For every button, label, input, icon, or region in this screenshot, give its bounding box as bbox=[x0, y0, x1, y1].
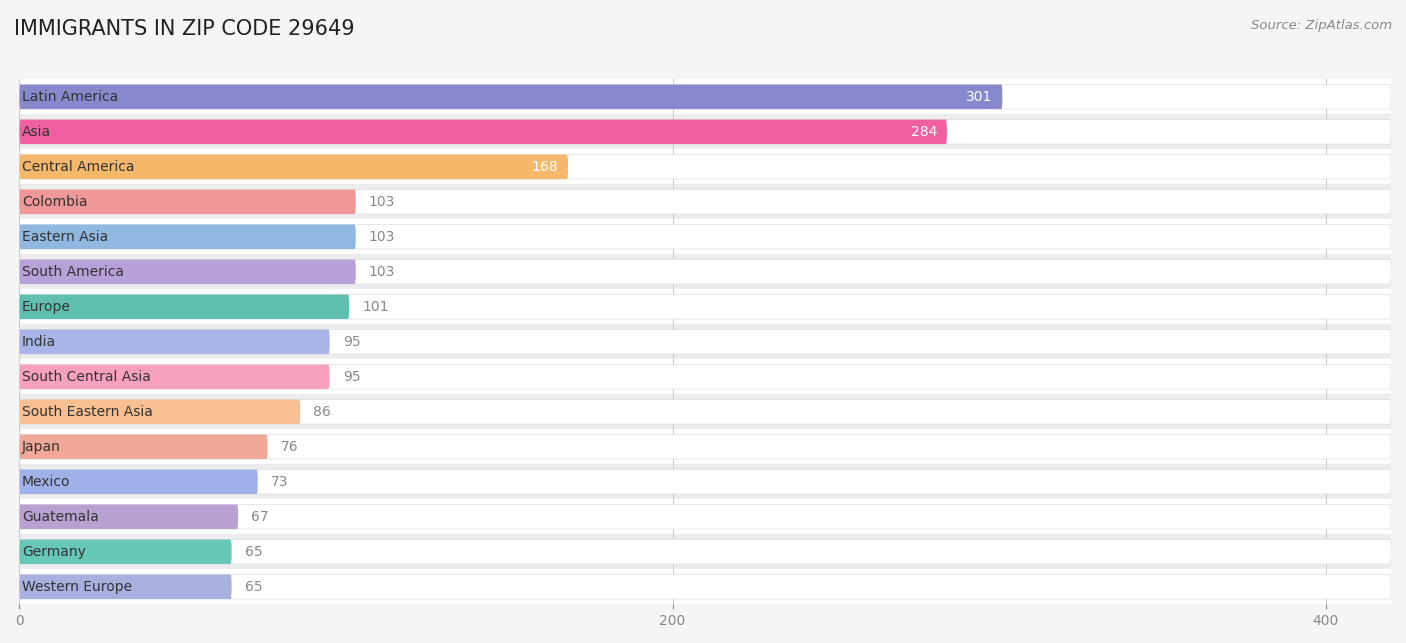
Bar bbox=[20, 79, 1391, 114]
Text: India: India bbox=[22, 335, 56, 349]
FancyBboxPatch shape bbox=[20, 260, 1391, 284]
FancyBboxPatch shape bbox=[20, 224, 1391, 249]
Text: Central America: Central America bbox=[22, 160, 135, 174]
Bar bbox=[20, 114, 1391, 149]
Text: 284: 284 bbox=[911, 125, 936, 139]
FancyBboxPatch shape bbox=[20, 365, 1391, 389]
FancyBboxPatch shape bbox=[20, 539, 232, 564]
Text: Latin America: Latin America bbox=[22, 90, 118, 104]
FancyBboxPatch shape bbox=[20, 224, 356, 249]
Text: IMMIGRANTS IN ZIP CODE 29649: IMMIGRANTS IN ZIP CODE 29649 bbox=[14, 19, 354, 39]
FancyBboxPatch shape bbox=[20, 190, 356, 214]
FancyBboxPatch shape bbox=[20, 399, 1391, 424]
Text: Source: ZipAtlas.com: Source: ZipAtlas.com bbox=[1251, 19, 1392, 32]
Text: 95: 95 bbox=[343, 370, 360, 384]
Bar bbox=[20, 185, 1391, 219]
Text: 67: 67 bbox=[252, 510, 269, 524]
Text: 95: 95 bbox=[343, 335, 360, 349]
Bar bbox=[20, 289, 1391, 324]
FancyBboxPatch shape bbox=[20, 294, 1391, 319]
Bar bbox=[20, 394, 1391, 430]
FancyBboxPatch shape bbox=[20, 190, 1391, 214]
FancyBboxPatch shape bbox=[20, 435, 267, 459]
FancyBboxPatch shape bbox=[20, 469, 1391, 494]
FancyBboxPatch shape bbox=[20, 330, 1391, 354]
Text: Japan: Japan bbox=[22, 440, 60, 454]
Bar bbox=[20, 534, 1391, 569]
Text: Europe: Europe bbox=[22, 300, 70, 314]
Text: Asia: Asia bbox=[22, 125, 51, 139]
Text: South Central Asia: South Central Asia bbox=[22, 370, 150, 384]
Bar bbox=[20, 149, 1391, 185]
Text: South Eastern Asia: South Eastern Asia bbox=[22, 405, 153, 419]
Bar bbox=[20, 359, 1391, 394]
Text: 103: 103 bbox=[368, 230, 395, 244]
Text: Western Europe: Western Europe bbox=[22, 580, 132, 593]
Text: South America: South America bbox=[22, 265, 124, 279]
Bar bbox=[20, 464, 1391, 499]
FancyBboxPatch shape bbox=[20, 505, 238, 529]
Text: 65: 65 bbox=[245, 545, 263, 559]
Text: 86: 86 bbox=[314, 405, 330, 419]
FancyBboxPatch shape bbox=[20, 365, 329, 389]
FancyBboxPatch shape bbox=[20, 435, 1391, 459]
Text: Colombia: Colombia bbox=[22, 195, 87, 209]
Text: Germany: Germany bbox=[22, 545, 86, 559]
FancyBboxPatch shape bbox=[20, 154, 568, 179]
FancyBboxPatch shape bbox=[20, 469, 257, 494]
Bar bbox=[20, 219, 1391, 254]
Text: Mexico: Mexico bbox=[22, 475, 70, 489]
Text: 65: 65 bbox=[245, 580, 263, 593]
FancyBboxPatch shape bbox=[20, 330, 329, 354]
FancyBboxPatch shape bbox=[20, 575, 1391, 599]
FancyBboxPatch shape bbox=[20, 84, 1391, 109]
FancyBboxPatch shape bbox=[20, 154, 1391, 179]
Bar bbox=[20, 254, 1391, 289]
Text: Guatemala: Guatemala bbox=[22, 510, 98, 524]
Text: 76: 76 bbox=[281, 440, 298, 454]
FancyBboxPatch shape bbox=[20, 294, 349, 319]
Text: 301: 301 bbox=[966, 90, 993, 104]
Text: Eastern Asia: Eastern Asia bbox=[22, 230, 108, 244]
Text: 101: 101 bbox=[363, 300, 389, 314]
FancyBboxPatch shape bbox=[20, 505, 1391, 529]
FancyBboxPatch shape bbox=[20, 575, 232, 599]
FancyBboxPatch shape bbox=[20, 260, 356, 284]
FancyBboxPatch shape bbox=[20, 539, 1391, 564]
FancyBboxPatch shape bbox=[20, 399, 301, 424]
FancyBboxPatch shape bbox=[20, 120, 1391, 144]
Bar bbox=[20, 430, 1391, 464]
FancyBboxPatch shape bbox=[20, 120, 946, 144]
Text: 73: 73 bbox=[271, 475, 288, 489]
Text: 168: 168 bbox=[531, 160, 558, 174]
Bar bbox=[20, 324, 1391, 359]
Bar bbox=[20, 569, 1391, 604]
Text: 103: 103 bbox=[368, 265, 395, 279]
Text: 103: 103 bbox=[368, 195, 395, 209]
FancyBboxPatch shape bbox=[20, 84, 1002, 109]
Bar bbox=[20, 499, 1391, 534]
